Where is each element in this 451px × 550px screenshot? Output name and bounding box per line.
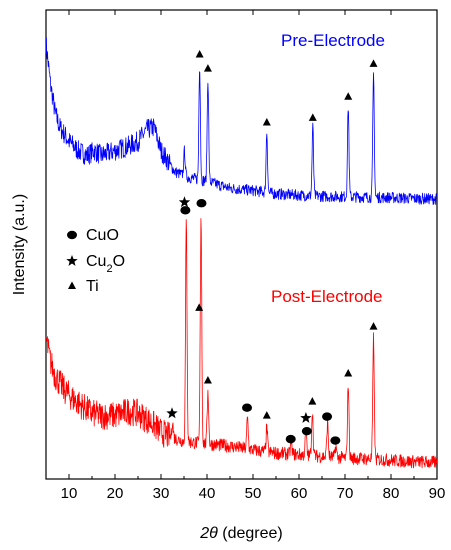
legend-label-cuo: CuO	[86, 227, 119, 244]
x-axis-label-symbol: 2θ	[199, 525, 218, 542]
x-tick-label-10: 10	[61, 485, 78, 502]
circle-marker	[330, 436, 341, 445]
peak-markers	[166, 50, 378, 445]
triangle-marker	[369, 59, 378, 67]
triangle-marker	[308, 113, 317, 121]
legend-label-cu2o: Cu2O	[86, 253, 125, 275]
triangle-marker	[203, 376, 212, 384]
x-tick-label-50: 50	[245, 485, 262, 502]
series-line-post-electrode	[45, 218, 438, 469]
series-label-pre-electrode: Pre-Electrode	[281, 31, 385, 50]
plot-frame	[45, 9, 438, 480]
triangle-marker	[203, 64, 212, 72]
triangle-marker	[195, 50, 204, 58]
circle-icon-shape	[67, 230, 77, 240]
legend-item-cuo: CuO	[67, 227, 119, 244]
triangle-marker	[344, 368, 353, 377]
triangle-marker	[262, 118, 271, 126]
series-layer	[45, 37, 438, 469]
x-tick-label-40: 40	[199, 485, 216, 502]
circle-marker	[180, 206, 191, 215]
x-axis: 10 20 30 40 50 60 70 80 90	[61, 10, 446, 502]
triangle-marker	[344, 92, 353, 100]
triangle-marker	[369, 322, 378, 330]
legend-item-ti: Ti	[68, 278, 99, 295]
triangle-marker	[262, 411, 271, 419]
triangle-icon-shape	[68, 281, 76, 289]
x-tick-label-70: 70	[337, 485, 354, 502]
star-icon-shape	[66, 255, 78, 266]
plot-border	[45, 9, 438, 480]
legend-item-cu2o: Cu2O	[66, 253, 125, 275]
x-axis-label: 2θ (degree)	[199, 525, 283, 542]
x-tick-label-90: 90	[429, 485, 446, 502]
x-tick-label-20: 20	[107, 485, 124, 502]
circle-marker	[242, 403, 253, 412]
circle-marker	[301, 426, 312, 436]
star-marker	[166, 407, 178, 419]
circle-icon	[67, 230, 77, 240]
series-line-pre-electrode	[45, 37, 438, 206]
x-tick-label-60: 60	[291, 485, 308, 502]
triangle-marker	[195, 303, 204, 311]
series-label-post-electrode: Post-Electrode	[271, 287, 383, 306]
star-marker	[178, 196, 191, 208]
triangle-icon	[68, 281, 76, 289]
circle-marker	[196, 199, 207, 208]
x-axis-label-unit: (degree)	[222, 525, 282, 542]
star-marker	[300, 412, 312, 423]
legend: CuO Cu2O Ti	[66, 227, 125, 295]
x-tick-label-80: 80	[383, 485, 400, 502]
legend-label-ti: Ti	[86, 278, 99, 295]
x-tick-label-30: 30	[153, 485, 170, 502]
circle-marker	[285, 434, 296, 444]
star-icon	[66, 255, 78, 266]
triangle-marker	[308, 397, 317, 405]
circle-marker	[322, 412, 333, 421]
y-axis-label: Intensity (a.u.)	[11, 194, 28, 295]
